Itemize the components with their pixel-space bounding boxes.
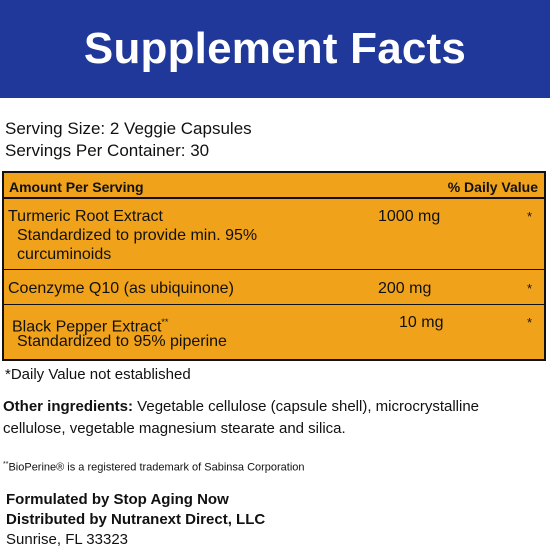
ingredient-amount: 1000 mg xyxy=(378,208,441,225)
company-info: Formulated by Stop Aging Now Distributed… xyxy=(6,490,265,550)
other-ingredients-text: Vegetable cellulose (capsule shell), mic… xyxy=(3,398,480,437)
ingredient-name-text: Black Pepper Extract xyxy=(12,318,162,336)
amount-per-serving-heading: Amount Per Serving xyxy=(9,179,144,195)
row-divider xyxy=(4,269,544,270)
ingredient-daily-value: * xyxy=(527,281,533,296)
other-ingredients: Other ingredients: Vegetable cellulose (… xyxy=(3,396,543,440)
ingredient-amount: 200 mg xyxy=(378,280,432,297)
distributed-by: Distributed by Nutranext Direct, LLC xyxy=(6,511,266,528)
ingredient-standardization-cont: curcuminoids xyxy=(17,246,112,263)
table-row: Black Pepper Extract** Standardized to 9… xyxy=(4,313,544,355)
table-row: Turmeric Root Extract Standardized to pr… xyxy=(4,207,544,269)
ingredient-standardization: Standardized to 95% piperine xyxy=(17,333,227,350)
table-header: Amount Per Serving % Daily Value xyxy=(4,173,544,199)
serving-info: Serving Size: 2 Veggie Capsules Servings… xyxy=(5,118,252,162)
ingredient-name: Black Pepper Extract** xyxy=(12,313,168,336)
ingredient-amount: 10 mg xyxy=(399,314,444,331)
table-row: Coenzyme Q10 (as ubiquinone) 200 mg * xyxy=(4,279,544,301)
daily-value-heading: % Daily Value xyxy=(447,179,538,195)
trademark-note: **BioPerine® is a registered trademark o… xyxy=(3,461,305,474)
ingredient-daily-value: * xyxy=(527,209,533,224)
facts-table: Amount Per Serving % Daily Value Turmeri… xyxy=(2,171,546,361)
header-banner: Supplement Facts xyxy=(0,0,550,98)
servings-per-container: Servings Per Container: 30 xyxy=(5,141,210,160)
row-divider xyxy=(4,304,544,305)
formulated-by: Formulated by Stop Aging Now xyxy=(6,491,229,508)
ingredient-daily-value: * xyxy=(527,315,533,330)
page-title: Supplement Facts xyxy=(83,24,467,73)
other-ingredients-label: Other ingredients: xyxy=(3,398,134,415)
trademark-mark: ** xyxy=(3,461,9,468)
ingredient-name: Turmeric Root Extract xyxy=(8,208,163,225)
ingredient-standardization: Standardized to provide min. 95% xyxy=(17,227,258,244)
daily-value-footnote: *Daily Value not established xyxy=(5,366,191,383)
ingredient-name-mark: ** xyxy=(161,317,169,327)
ingredient-name: Coenzyme Q10 (as ubiquinone) xyxy=(8,280,234,297)
trademark-text: BioPerine® is a registered trademark of … xyxy=(8,461,305,474)
company-location: Sunrise, FL 33323 xyxy=(6,531,129,548)
serving-size: Serving Size: 2 Veggie Capsules xyxy=(5,119,252,138)
